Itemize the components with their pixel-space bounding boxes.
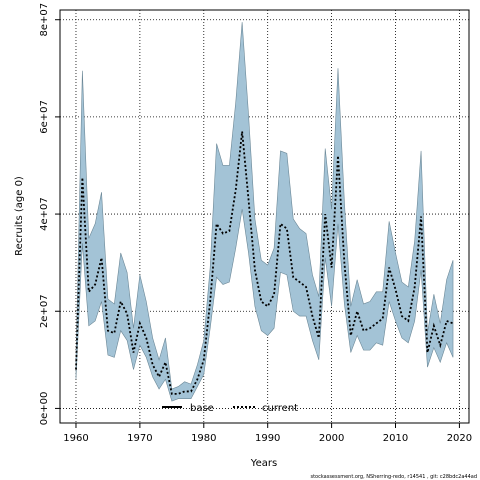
x-tick-label: 1960: [63, 433, 88, 444]
legend-label-current: current: [262, 403, 298, 414]
legend: base current: [162, 403, 298, 414]
y-tick-label: 6e+07: [39, 100, 50, 134]
band-area: [75, 22, 454, 402]
x-tick-label: 2020: [447, 433, 472, 444]
x-tick-label: 1970: [127, 433, 152, 444]
series-lines: [75, 131, 454, 395]
x-tick-label: 2010: [383, 433, 408, 444]
plot-frame: [59, 9, 470, 424]
x-tick-label: 2000: [319, 433, 344, 444]
y-tick-label: 8e+07: [39, 3, 50, 37]
footer-credit: stockassessment.org, NSherring-redo, r14…: [310, 474, 477, 480]
series-line-current: [75, 131, 454, 395]
x-axis-title: Years: [250, 458, 277, 469]
x-tick-label: 1980: [191, 433, 216, 444]
y-axis: 0e+00 2e+07 4e+07 6e+07 8e+07: [39, 3, 60, 425]
y-tick-label: 0e+00: [39, 392, 50, 426]
y-tick-label: 2e+07: [39, 294, 50, 328]
legend-label-base: base: [190, 403, 214, 414]
confidence-band: [75, 22, 454, 402]
y-axis-title: Recruits (age 0): [14, 176, 25, 256]
y-tick-label: 4e+07: [39, 197, 50, 231]
x-tick-label: 1990: [255, 433, 280, 444]
x-axis: 1960 1970 1980 1990 2000 2010 2020: [63, 423, 472, 444]
